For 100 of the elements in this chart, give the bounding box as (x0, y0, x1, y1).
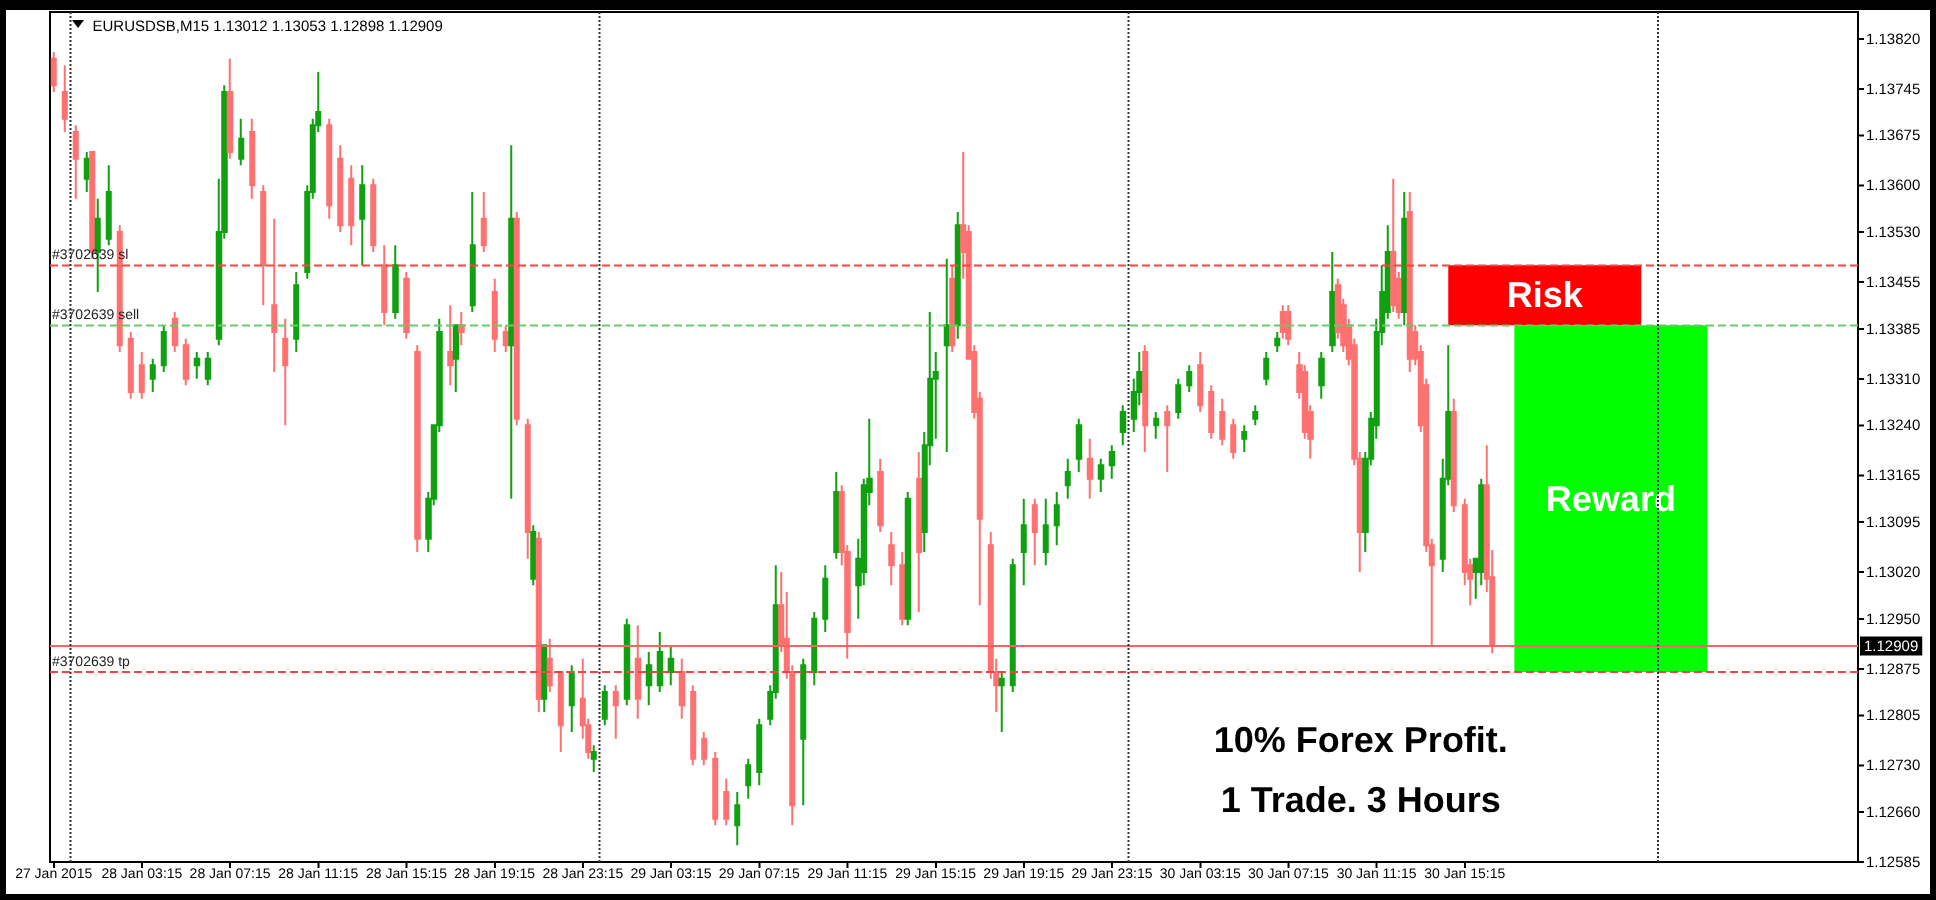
candlestick (452, 324, 460, 393)
candlestick (502, 324, 509, 353)
candlestick (678, 657, 686, 720)
candlestick (491, 277, 498, 353)
candlestick (690, 684, 697, 767)
band-label: Reward (1545, 478, 1676, 519)
y-tick-label: 1.13095 (1866, 513, 1921, 531)
candlestick (546, 637, 553, 693)
candlestick (105, 164, 112, 247)
candlestick (656, 631, 664, 693)
y-tick-label: 1.12660 (1866, 803, 1921, 821)
candlestick (634, 624, 642, 720)
candlestick (645, 651, 653, 707)
y-tick-label: 1.12805 (1866, 706, 1921, 725)
candlestick (524, 417, 531, 560)
candlestick (916, 451, 923, 613)
candlestick (1450, 397, 1457, 513)
y-tick-label: 1.13165 (1866, 466, 1921, 485)
candlestick (1075, 417, 1083, 473)
candlestick (590, 744, 597, 773)
candlestick (480, 191, 487, 253)
candlestick (954, 211, 961, 340)
y-tick-label: 1.12730 (1866, 756, 1921, 775)
candlestick (1119, 404, 1127, 447)
candlestick (469, 191, 476, 313)
y-tick-label: 1.13455 (1866, 273, 1921, 291)
y-tick-label: 1.13600 (1866, 176, 1921, 195)
candlestick (541, 644, 548, 713)
candlestick (756, 717, 763, 787)
candlestick (623, 617, 631, 707)
candlestick (1390, 177, 1397, 313)
candlestick (1274, 331, 1281, 353)
candlestick (888, 531, 895, 587)
candlestick (667, 644, 675, 687)
candlestick (138, 351, 145, 400)
ref-line-label: 1.12909 (1864, 637, 1919, 655)
annotation: 1 Trade. 3 Hours (1220, 779, 1501, 820)
candlestick (1230, 417, 1237, 460)
candlestick (1186, 364, 1193, 393)
candlestick (359, 164, 366, 267)
candlestick (127, 331, 134, 400)
candlestick (1197, 351, 1204, 413)
candlestick (1164, 404, 1171, 473)
y-tick-label: 1.13820 (1866, 29, 1921, 48)
candlestick (800, 657, 807, 807)
candlestick (370, 177, 377, 253)
candlestick (149, 357, 156, 393)
candlestick (193, 351, 201, 380)
candlestick (238, 117, 245, 167)
candlestick (226, 57, 234, 160)
band-label: Risk (1506, 275, 1585, 316)
candlestick (557, 671, 564, 753)
candlestick (998, 671, 1005, 733)
candlestick (904, 491, 912, 627)
candlestick (1329, 251, 1336, 353)
candlestick (1208, 384, 1215, 440)
candlestick (723, 777, 730, 827)
y-tick-label: 1.13240 (1866, 416, 1921, 435)
candlestick (1142, 344, 1149, 453)
candlestick (822, 564, 829, 633)
candlestick (612, 684, 619, 740)
annotation: 10% Forex Profit. (1213, 719, 1508, 760)
candlestick (1031, 497, 1038, 567)
candlestick (72, 124, 79, 200)
candlestick (899, 551, 906, 627)
candlestick (1241, 424, 1248, 453)
candlestick (1279, 304, 1286, 340)
y-tick-label: 1.12875 (1866, 659, 1921, 678)
candlestick (508, 144, 515, 500)
candlestick (734, 791, 741, 847)
candlestick (260, 184, 267, 307)
candlestick (949, 264, 956, 353)
candlestick (171, 311, 179, 353)
candlestick (61, 64, 68, 133)
candlestick (712, 751, 719, 827)
candlestick (182, 337, 190, 387)
candlestick (811, 611, 818, 687)
candlestick (568, 664, 575, 733)
candlestick (745, 757, 752, 800)
y-tick-label: 1.13385 (1866, 319, 1921, 338)
candlestick (1042, 497, 1049, 567)
y-tick-label: 1.13020 (1866, 563, 1921, 581)
candlestick (833, 471, 840, 560)
candlestick (447, 304, 454, 387)
y-tick-label: 1.13530 (1866, 223, 1921, 241)
candlestick (326, 117, 333, 220)
candlestick (83, 151, 90, 193)
y-tick-label: 1.12585 (1866, 853, 1921, 871)
candlestick (1053, 491, 1060, 547)
candlestick (1064, 457, 1071, 500)
candlestick (601, 684, 608, 727)
candlestick (116, 224, 123, 353)
candlestick (1285, 304, 1292, 347)
chart-title: EURUSDSB,M15 1.13012 1.13053 1.12898 1.12909 (92, 17, 443, 35)
candlestick (1175, 377, 1182, 420)
candlestick (160, 324, 167, 373)
candlestick (293, 271, 300, 353)
candlestick (381, 244, 388, 327)
candlestick (403, 271, 410, 340)
candlestick (271, 217, 278, 373)
